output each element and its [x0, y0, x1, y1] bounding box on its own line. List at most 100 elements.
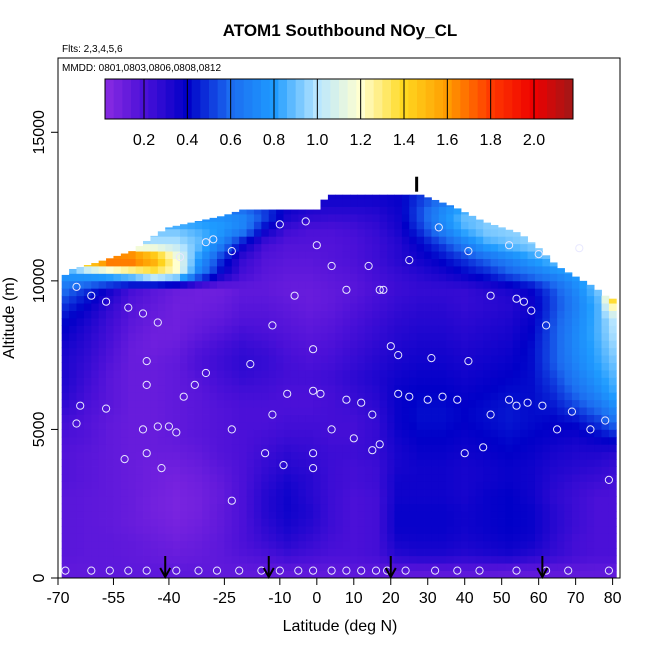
- heatmap-cell: [150, 370, 159, 378]
- heatmap-cell: [98, 362, 107, 371]
- heatmap-cell: [335, 414, 344, 423]
- heatmap-cell: [601, 570, 610, 579]
- heatmap-cell: [364, 280, 373, 289]
- heatmap-cell: [475, 340, 484, 349]
- heatmap-cell: [98, 355, 107, 363]
- heatmap-cell: [224, 533, 233, 542]
- heatmap-cell: [431, 511, 440, 519]
- heatmap-cell: [461, 332, 469, 341]
- heatmap-cell: [172, 258, 181, 267]
- heatmap-cell: [327, 474, 336, 482]
- heatmap-cell: [520, 548, 528, 557]
- heatmap-cell: [342, 221, 351, 230]
- heatmap-cell: [453, 414, 462, 423]
- heatmap-cell: [157, 362, 166, 371]
- heatmap-cell: [557, 496, 565, 505]
- heatmap-cell: [512, 251, 521, 259]
- heatmap-cell: [180, 526, 188, 534]
- heatmap-cell: [113, 414, 122, 423]
- heatmap-cell: [379, 355, 388, 363]
- heatmap-cell: [327, 392, 336, 401]
- heatmap-cell: [571, 429, 580, 438]
- heatmap-cell: [106, 295, 114, 304]
- heatmap-cell: [549, 370, 558, 378]
- heatmap-cell: [497, 273, 506, 282]
- heatmap-cell: [594, 459, 602, 467]
- heatmap-cell: [549, 414, 558, 423]
- heatmap-cell: [446, 459, 455, 467]
- heatmap-cell: [350, 444, 358, 453]
- heatmap-cell: [490, 228, 499, 237]
- heatmap-cell: [98, 260, 107, 267]
- heatmap-cell: [505, 229, 514, 237]
- heatmap-cell: [557, 548, 565, 557]
- heatmap-cell: [172, 444, 181, 453]
- heatmap-cell: [261, 303, 270, 311]
- heatmap-cell: [401, 318, 410, 326]
- sample-point: [227, 496, 236, 505]
- colorbar-segment: [521, 79, 531, 119]
- heatmap-cell: [261, 466, 270, 475]
- sample-point: [235, 566, 244, 575]
- heatmap-cell: [372, 511, 381, 519]
- heatmap-cell: [379, 236, 388, 245]
- heatmap-cell: [320, 199, 329, 207]
- heatmap-cell: [490, 295, 499, 304]
- heatmap-cell: [497, 533, 506, 542]
- x-tick-label: -70: [46, 590, 69, 607]
- heatmap-cell: [534, 332, 543, 341]
- heatmap-cell: [180, 355, 188, 363]
- heatmap-cell: [320, 429, 329, 438]
- heatmap-cell: [601, 563, 610, 571]
- heatmap-cell: [187, 533, 196, 542]
- heatmap-cell: [564, 488, 573, 497]
- heatmap-cell: [157, 370, 166, 378]
- heatmap-cell: [557, 481, 565, 490]
- heatmap-cell: [69, 533, 77, 542]
- heatmap-cell: [298, 377, 307, 386]
- heatmap-cell: [431, 325, 440, 334]
- heatmap-cell: [416, 228, 425, 237]
- heatmap-cell: [150, 570, 159, 579]
- heatmap-cell: [490, 488, 499, 497]
- heatmap-cell: [409, 444, 418, 453]
- heatmap-cell: [194, 295, 203, 304]
- heatmap-cell: [113, 496, 122, 505]
- heatmap-cell: [401, 347, 410, 356]
- heatmap-cell: [601, 451, 610, 460]
- heatmap-cell: [113, 295, 122, 304]
- heatmap-cell: [246, 243, 255, 252]
- heatmap-cell: [557, 407, 565, 415]
- heatmap-cell: [91, 563, 100, 571]
- heatmap-cell: [416, 199, 425, 207]
- heatmap-cell: [364, 295, 373, 304]
- heatmap-cell: [424, 280, 432, 289]
- heatmap-cell: [253, 273, 262, 282]
- x-tick-label: -25: [213, 590, 236, 607]
- heatmap-cell: [298, 422, 307, 430]
- heatmap-cell: [209, 407, 218, 415]
- heatmap-cell: [505, 332, 514, 341]
- heatmap-cell: [261, 362, 270, 371]
- colorbar-segment: [495, 79, 505, 119]
- heatmap-cell: [342, 266, 351, 274]
- heatmap-cell: [387, 399, 395, 408]
- heatmap-cell: [202, 340, 210, 349]
- heatmap-cell: [91, 318, 100, 326]
- colorbar-segment: [165, 79, 175, 119]
- heatmap-cell: [571, 340, 580, 349]
- heatmap-cell: [453, 496, 462, 505]
- heatmap-cell: [253, 310, 262, 319]
- heatmap-cell: [490, 444, 499, 453]
- heatmap-cell: [527, 340, 536, 349]
- heatmap-cell: [431, 295, 440, 304]
- heatmap-cell: [83, 273, 92, 282]
- heatmap-cell: [157, 429, 166, 438]
- heatmap-cell: [520, 251, 528, 259]
- heatmap-cell: [276, 209, 284, 215]
- heatmap-cell: [357, 384, 366, 393]
- heatmap-cell: [120, 511, 129, 519]
- heatmap-cell: [128, 555, 137, 564]
- heatmap-cell: [76, 466, 85, 475]
- heatmap-cell: [253, 496, 262, 505]
